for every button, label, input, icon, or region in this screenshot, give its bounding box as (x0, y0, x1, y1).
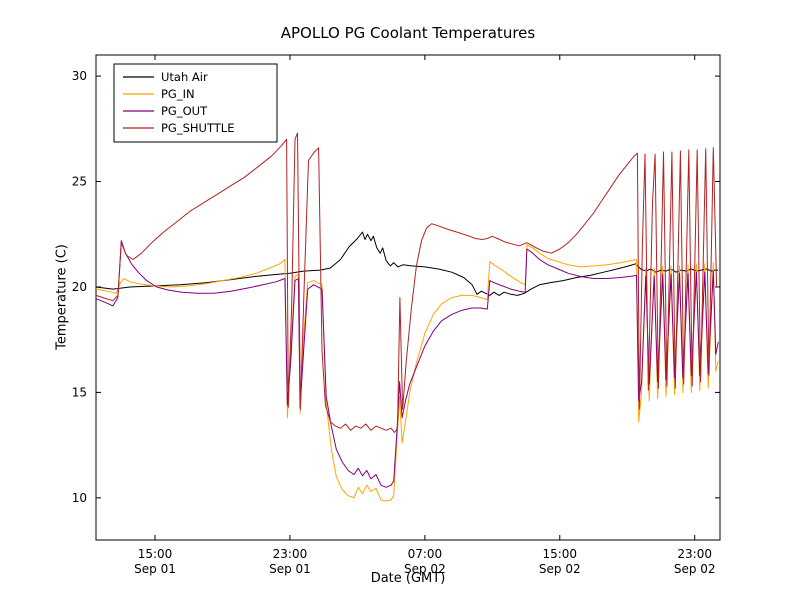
y-tick-label: 15 (72, 385, 87, 399)
legend-label: PG_SHUTTLE (161, 121, 234, 135)
x-tick-date-label: Sep 01 (134, 562, 176, 576)
x-tick-time-label: 07:00 (408, 547, 443, 561)
x-tick-date-label: Sep 02 (539, 562, 581, 576)
x-axis-label: Date (GMT) (370, 571, 446, 586)
x-tick-time-label: 15:00 (138, 547, 173, 561)
x-tick-date-label: Sep 02 (404, 562, 446, 576)
x-tick-time-label: 15:00 (542, 547, 577, 561)
y-axis-label: Temperature (C) (54, 244, 70, 350)
series-line-pg-shuttle (95, 132, 718, 433)
y-tick-label: 20 (72, 280, 87, 294)
legend-label: PG_OUT (161, 104, 208, 118)
series-line-pg-out (95, 240, 719, 488)
series-line-pg-in (95, 244, 719, 502)
plot-frame (95, 54, 721, 541)
y-tick-label: 30 (72, 69, 87, 83)
legend-label: Utah Air (161, 70, 208, 84)
x-tick-date-label: Sep 01 (269, 562, 311, 576)
series-line-utah-air (95, 231, 719, 296)
y-tick-label: 10 (72, 491, 87, 505)
x-tick-date-label: Sep 02 (674, 562, 716, 576)
x-tick-time-label: 23:00 (273, 547, 308, 561)
x-tick-time-label: 23:00 (677, 547, 712, 561)
y-tick-label: 25 (72, 175, 87, 189)
legend-label: PG_IN (161, 87, 195, 101)
chart-title: APOLLO PG Coolant Temperatures (280, 24, 536, 42)
